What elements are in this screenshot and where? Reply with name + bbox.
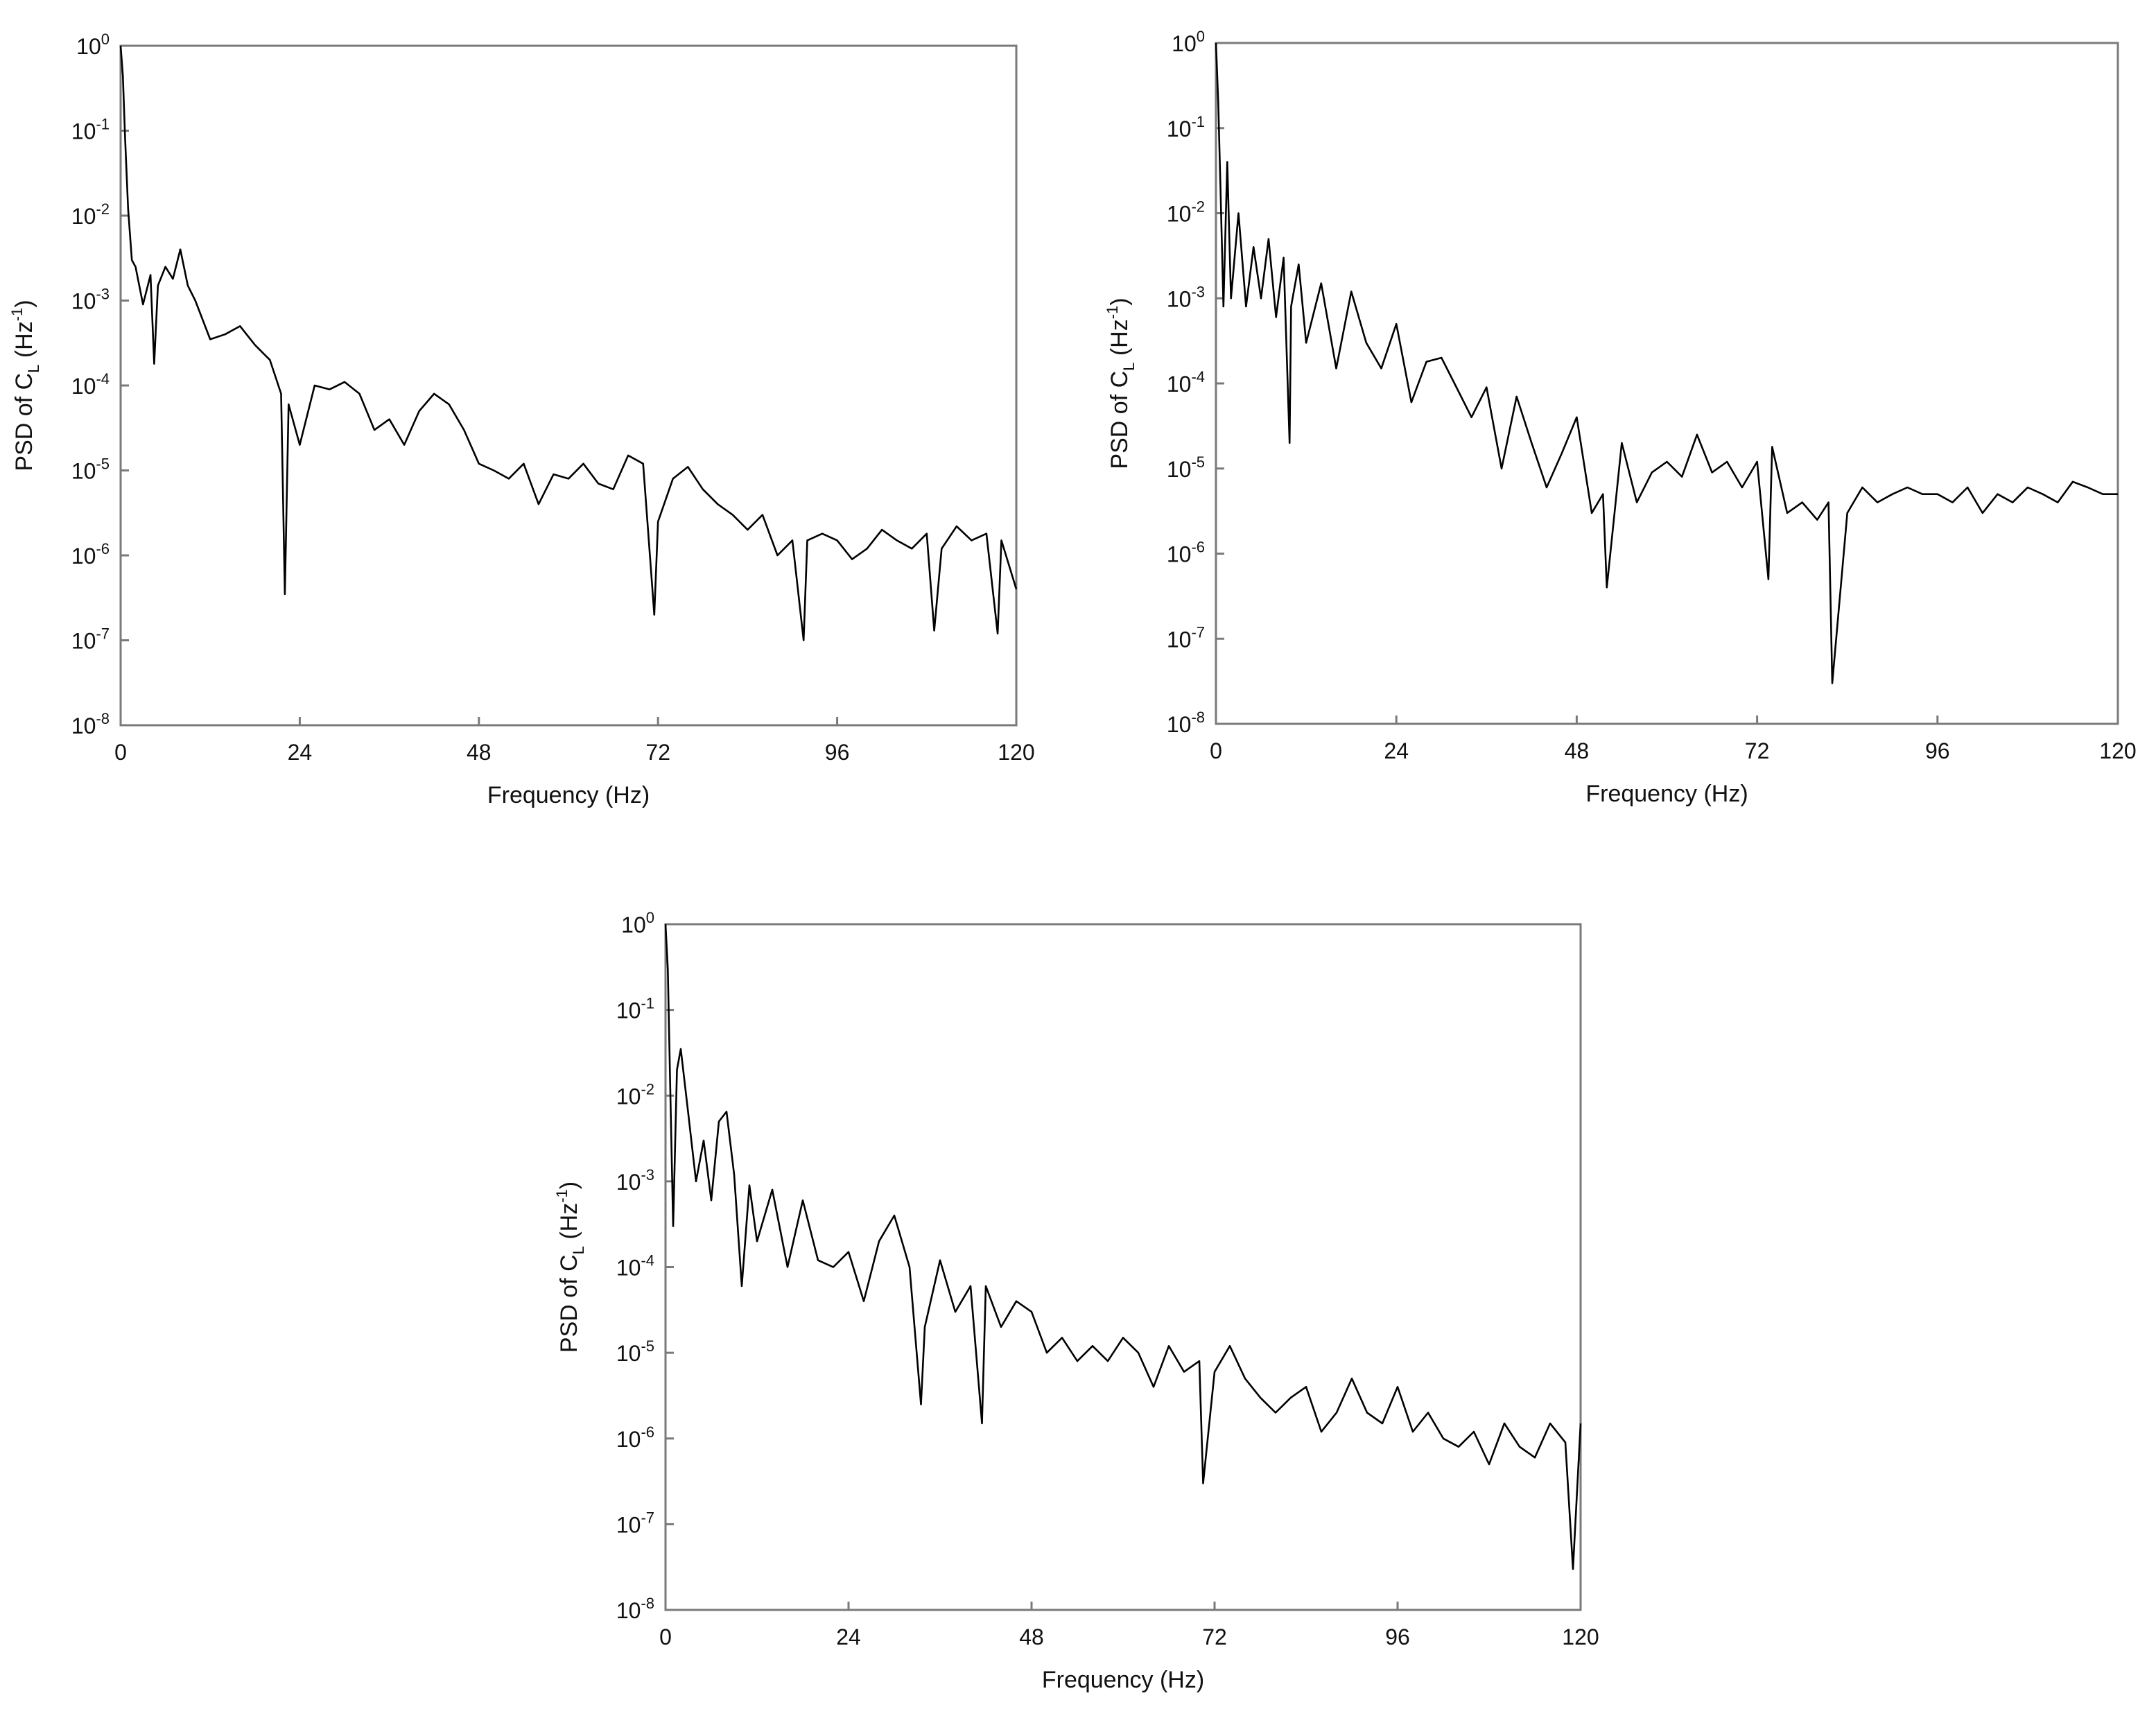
x-tick-label: 72	[645, 740, 670, 765]
y-tick-label: 10-6	[71, 540, 110, 569]
psd-series-line-1	[1215, 42, 2118, 684]
x-axis-label: Frequency (Hz)	[487, 782, 650, 808]
y-axis-label: PSD of CL (Hz-1)	[1104, 297, 1138, 469]
chart-panel-3: 0 24 48 72 96 120 100 10-1 10-2 10-3 10-4 10-5 10-6 1…	[553, 909, 1599, 1693]
y-tick-label: 10-6	[1167, 539, 1205, 567]
x-tick-label: 48	[1565, 738, 1590, 763]
psd-series-line-1	[119, 45, 1018, 641]
x-axis-label: Frequency (Hz)	[1585, 781, 1748, 807]
x-tick-label: 96	[1385, 1624, 1410, 1649]
x-tick-label: 0	[114, 740, 127, 765]
y-tick-label: 10-5	[71, 456, 110, 484]
y-tick-label: 10-2	[1167, 198, 1205, 227]
y-tick-label: 10-7	[71, 625, 110, 654]
x-tick-label: 0	[659, 1624, 672, 1649]
y-tick-label: 10-7	[616, 1509, 654, 1537]
plot-frame	[664, 923, 1582, 1611]
x-tick-label: 96	[1925, 738, 1950, 763]
y-tick-label: 10-3	[1167, 283, 1205, 311]
psd-series-line-1	[664, 924, 1582, 1570]
y-tick-label: 10-3	[71, 286, 110, 314]
y-tick-label: 100	[621, 909, 654, 937]
y-tick-label: 10-4	[71, 370, 110, 399]
y-tick-label: 100	[76, 31, 110, 59]
y-tick-label: 10-2	[71, 200, 110, 229]
plot-frame	[119, 44, 1018, 727]
y-tick-label: 10-8	[616, 1595, 654, 1623]
x-tick-label: 72	[1745, 738, 1770, 763]
y-tick-label: 10-1	[71, 116, 110, 144]
y-tick-label: 10-5	[1167, 453, 1205, 482]
y-tick-label: 10-8	[1167, 709, 1205, 737]
y-tick-label: 10-3	[616, 1166, 654, 1195]
x-tick-label: 24	[836, 1624, 861, 1649]
y-tick-label: 10-4	[616, 1252, 654, 1281]
y-axis-label: PSD of CL (Hz-1)	[553, 1181, 587, 1353]
plot-frame	[1215, 42, 2119, 725]
y-tick-label: 10-1	[1167, 113, 1205, 141]
x-tick-label: 120	[1562, 1624, 1599, 1649]
y-axis-label: PSD of CL (Hz-1)	[8, 300, 42, 471]
y-tick-label: 10-1	[616, 995, 654, 1023]
y-tick-label: 100	[1172, 28, 1205, 56]
y-tick-label: 10-5	[616, 1337, 654, 1366]
chart-panel-2: 0 24 48 72 96 120 100 10-1 10-2 10-3 10-4 10-5 10-6 1…	[1104, 28, 2137, 807]
x-tick-label: 120	[998, 740, 1034, 765]
x-tick-label: 72	[1202, 1624, 1227, 1649]
x-tick-label: 0	[1210, 738, 1222, 763]
x-tick-label: 24	[288, 740, 313, 765]
y-tick-label: 10-7	[1167, 623, 1205, 652]
x-tick-label: 24	[1384, 738, 1409, 763]
chart-panel-1: 0 24 48 72 96 120 100 10-1 10-2 10-3 10-4 10-5 10-6 1…	[8, 31, 1035, 808]
y-tick-label: 10-2	[616, 1080, 654, 1109]
y-tick-label: 10-8	[71, 710, 110, 738]
y-tick-label: 10-6	[616, 1423, 654, 1452]
x-tick-label: 48	[1019, 1624, 1044, 1649]
x-tick-label: 120	[2099, 738, 2136, 763]
x-axis-label: Frequency (Hz)	[1042, 1667, 1204, 1693]
x-tick-label: 96	[825, 740, 850, 765]
x-tick-label: 48	[467, 740, 492, 765]
y-tick-label: 10-4	[1167, 368, 1205, 397]
